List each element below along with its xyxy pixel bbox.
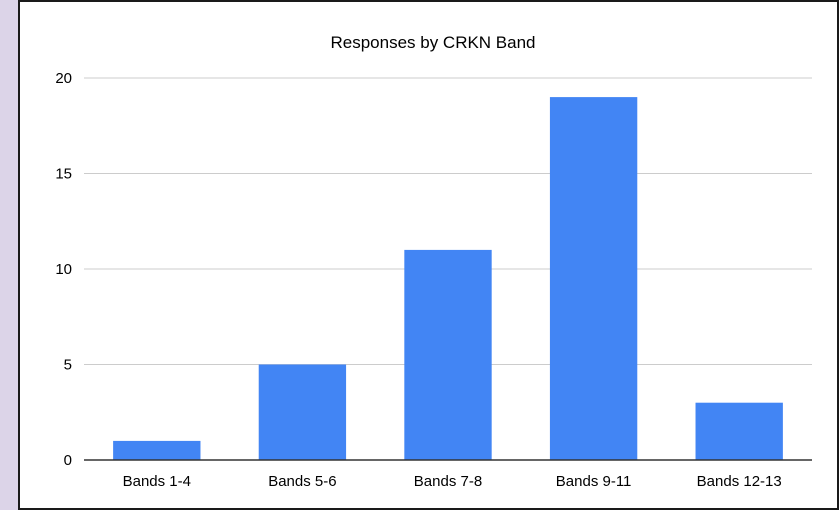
bar-bands-7-8 [404,249,492,460]
y-tick-label: 0 [64,452,72,469]
x-tick-label: Bands 5-6 [268,473,336,490]
x-tick-label: Bands 12-13 [697,473,782,490]
bars [113,97,783,460]
y-tick-label: 5 [64,357,72,374]
y-tick-label: 20 [55,70,72,87]
x-tick-label: Bands 1-4 [123,473,191,490]
bar-bands-9-11 [549,97,638,460]
bar-bands-5-6 [258,364,347,460]
x-axis-ticks: Bands 1-4 Bands 5-6 Bands 7-8 Bands 9-11 Ban… [123,473,782,490]
chart-title: Responses by CRKN Band [330,33,535,52]
bar-bands-1-4 [113,440,201,460]
y-tick-label: 15 [55,166,72,183]
y-tick-label: 10 [55,261,72,278]
y-axis-ticks: 0 5 10 15 20 [55,70,72,469]
x-tick-label: Bands 9-11 [556,473,632,490]
bar-bands-12-13 [695,402,783,460]
x-tick-label: Bands 7-8 [414,473,482,490]
